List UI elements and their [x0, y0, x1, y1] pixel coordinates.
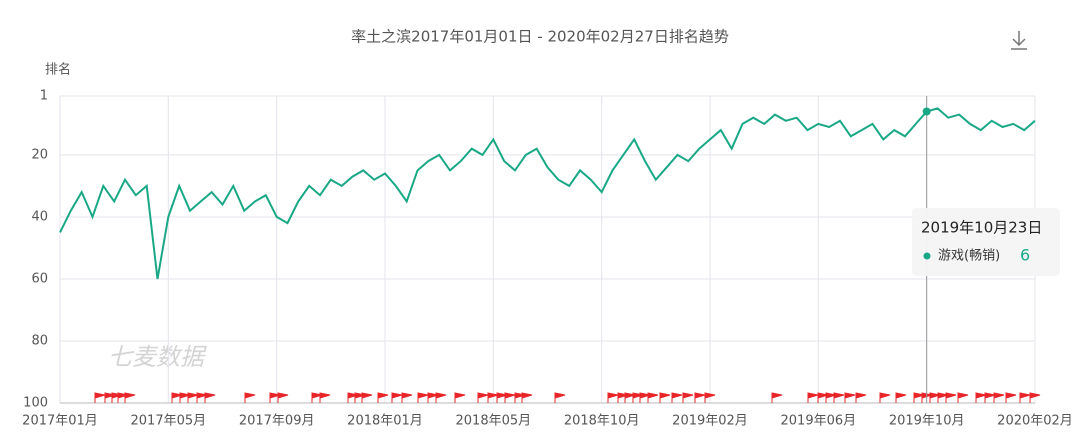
y-tick-label: 1 [40, 89, 48, 104]
event-flag [187, 392, 199, 403]
event-flag [771, 392, 783, 403]
event-flag [124, 392, 136, 403]
x-tick-label: 2018年01月 [347, 414, 423, 429]
y-axis-title: 排名 [45, 62, 71, 78]
x-tick-label: 2017年05月 [131, 414, 207, 429]
event-flag [659, 392, 671, 403]
event-flag [704, 392, 716, 403]
event-flag [807, 392, 819, 403]
event-flag [957, 392, 969, 403]
event-flag [94, 392, 106, 403]
hover-point [922, 107, 931, 116]
event-flag [477, 392, 489, 403]
event-flag [487, 392, 499, 403]
event-flag [879, 392, 891, 403]
event-flag [993, 392, 1005, 403]
event-flag [975, 392, 987, 403]
event-flag [833, 392, 845, 403]
event-flag [454, 392, 466, 403]
download-glyph[interactable] [1011, 31, 1027, 50]
tooltip-value: 6 [1020, 246, 1030, 265]
event-flag [417, 392, 429, 403]
y-tick-label: 80 [31, 333, 48, 348]
x-tick-label: 2020年02月 [997, 414, 1073, 429]
event-flag [607, 392, 619, 403]
event-flag [984, 392, 996, 403]
event-flag [844, 392, 856, 403]
tooltip-dot [923, 252, 931, 260]
event-flag [855, 392, 867, 403]
y-tick-label: 60 [31, 271, 48, 286]
event-flag [401, 392, 413, 403]
x-tick-label: 2019年02月 [672, 414, 748, 429]
tooltip-series: 游戏(畅销) [938, 249, 1000, 264]
tooltip-date: 2019年10月23日 [921, 219, 1042, 237]
x-tick-label: 2019年10月 [889, 414, 965, 429]
event-flag [1029, 392, 1041, 403]
event-flag [945, 392, 957, 403]
chart-title: 率土之滨2017年01月01日 - 2020年02月27日排名趋势 [351, 28, 729, 46]
event-flag [521, 392, 533, 403]
x-tick-label: 2019年06月 [781, 414, 857, 429]
event-flag [204, 392, 216, 403]
download-icon[interactable] [1011, 31, 1027, 50]
x-tick-label: 2018年05月 [456, 414, 532, 429]
event-flag [504, 392, 516, 403]
y-tick-label: 20 [31, 147, 48, 162]
tooltip-box [912, 208, 1060, 276]
y-tick-label: 100 [23, 396, 48, 411]
event-flag [671, 392, 683, 403]
event-flag [361, 392, 373, 403]
event-flag [1005, 392, 1017, 403]
y-tick-label: 40 [31, 209, 48, 224]
event-flag [435, 392, 447, 403]
event-flag [319, 392, 331, 403]
event-flag [554, 392, 566, 403]
x-tick-label: 2018年10月 [564, 414, 640, 429]
event-flag [244, 392, 256, 403]
event-flag [1019, 392, 1031, 403]
watermark: 七麦数据 [108, 343, 207, 371]
event-flag [682, 392, 694, 403]
event-flag [277, 392, 289, 403]
x-tick-label: 2017年01月 [22, 414, 98, 429]
x-tick-label: 2017年09月 [239, 414, 315, 429]
event-flag [895, 392, 907, 403]
event-flag [377, 392, 389, 403]
event-flag [391, 392, 403, 403]
event-flag [647, 392, 659, 403]
series-line [59, 107, 1036, 280]
event-flag [694, 392, 706, 403]
